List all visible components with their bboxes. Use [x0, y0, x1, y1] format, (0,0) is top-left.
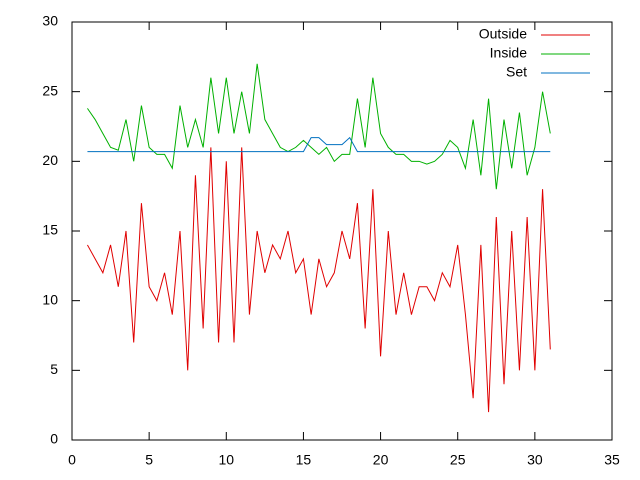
legend-label: Outside: [479, 26, 527, 42]
data-line: [87, 63, 551, 190]
y-tick-label: 20: [42, 152, 58, 168]
x-tick-label: 35: [604, 452, 620, 468]
data-line: [86, 147, 551, 413]
data-line: [87, 136, 551, 153]
y-tick-label: 0: [50, 431, 58, 447]
x-tick-label: 20: [373, 452, 389, 468]
x-tick-label: 0: [68, 452, 76, 468]
x-tick-label: 25: [450, 452, 466, 468]
x-tick-label: 10: [218, 452, 234, 468]
x-tick-label: 15: [296, 452, 312, 468]
y-tick-label: 15: [42, 222, 58, 238]
legend-label: Inside: [490, 45, 528, 61]
y-tick-label: 5: [50, 361, 58, 377]
legend-label: Set: [506, 64, 527, 80]
y-tick-label: 10: [42, 291, 58, 307]
x-tick-label: 30: [527, 452, 543, 468]
x-tick-label: 5: [145, 452, 153, 468]
y-tick-label: 25: [42, 82, 58, 98]
y-tick-label: 30: [42, 13, 58, 29]
